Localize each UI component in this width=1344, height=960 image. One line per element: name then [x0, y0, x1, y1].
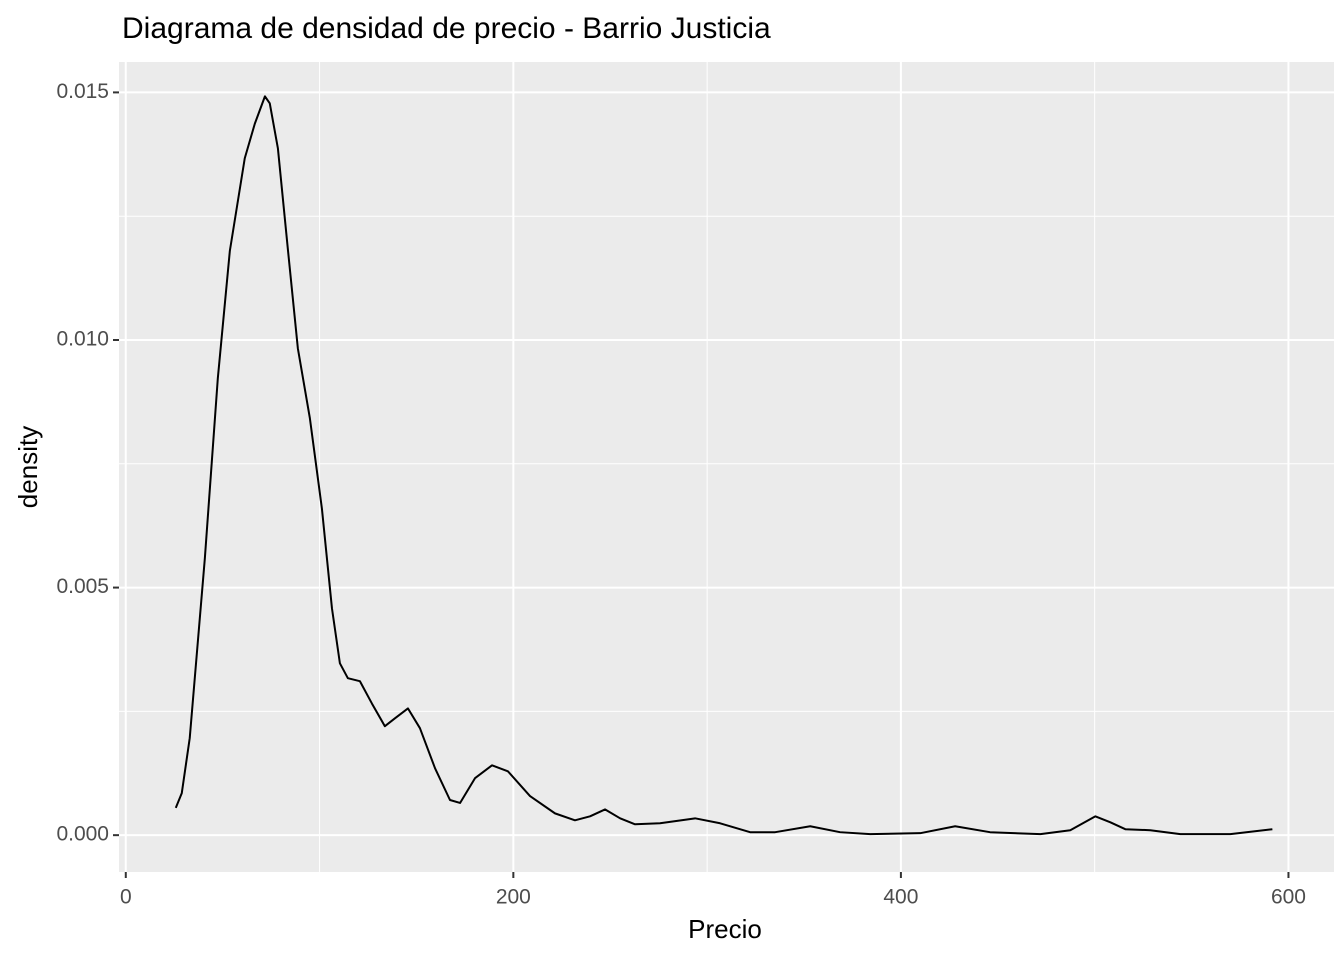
- y-tick-label: 0.015: [56, 80, 109, 103]
- x-tick-label: 0: [120, 886, 132, 909]
- x-axis-title: Precio: [688, 914, 762, 944]
- y-tick-label: 0.005: [56, 575, 109, 598]
- y-tick-label: 0.000: [56, 823, 109, 846]
- chart-title: Diagrama de densidad de precio - Barrio …: [122, 12, 771, 45]
- x-tick-label: 200: [496, 886, 531, 909]
- y-tick-label: 0.010: [56, 328, 109, 351]
- x-tick-label: 400: [883, 886, 918, 909]
- x-tick-label: 600: [1271, 886, 1306, 909]
- panel: [119, 62, 1334, 872]
- y-axis-title: density: [13, 426, 43, 508]
- density-line: [174, 95, 1273, 836]
